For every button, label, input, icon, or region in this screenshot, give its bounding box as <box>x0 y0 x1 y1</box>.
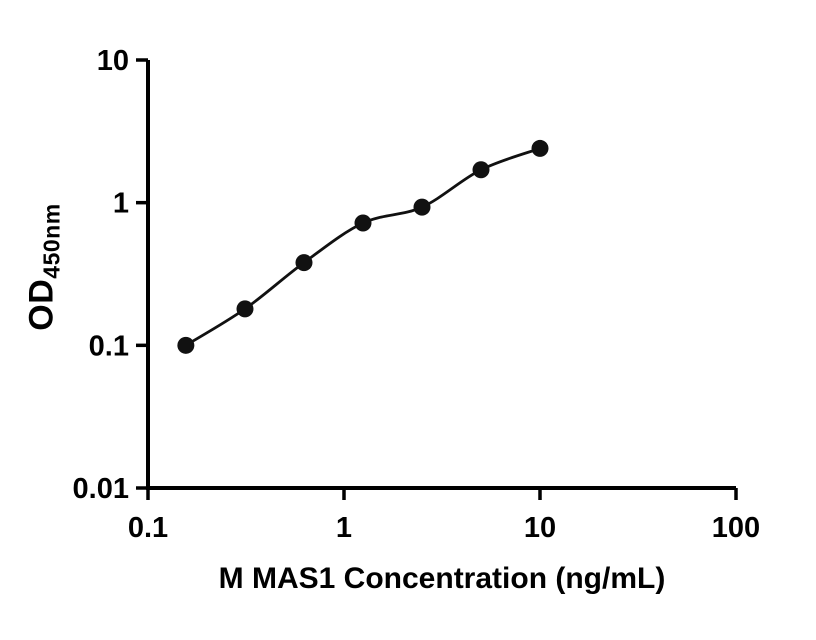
y-axis-title-main: OD <box>22 278 61 331</box>
y-axis-tick-label: 0.1 <box>89 330 129 362</box>
y-axis-title: OD450nm <box>23 203 66 330</box>
y-axis-tick-label: 0.01 <box>73 473 129 505</box>
x-axis-tick-label: 10 <box>524 512 556 544</box>
data-point-4 <box>413 198 431 216</box>
data-point-0 <box>177 336 195 354</box>
x-axis-tick-label: 1 <box>336 512 352 544</box>
fit-curve <box>185 147 541 347</box>
y-axis-tick-label: 1 <box>113 188 129 220</box>
data-point-2 <box>295 254 313 272</box>
data-point-6 <box>531 139 549 157</box>
x-axis-title: M MAS1 Concentration (ng/mL) <box>218 562 666 595</box>
y-axis-tick-label: 10 <box>97 45 129 77</box>
data-point-5 <box>472 161 490 179</box>
data-point-1 <box>236 300 254 318</box>
x-axis-tick-label: 100 <box>712 512 760 544</box>
y-axis-title-sub: 450nm <box>38 203 65 279</box>
data-point-3 <box>354 214 372 232</box>
x-axis-tick-label: 0.1 <box>128 512 168 544</box>
axes-frame <box>146 60 736 490</box>
